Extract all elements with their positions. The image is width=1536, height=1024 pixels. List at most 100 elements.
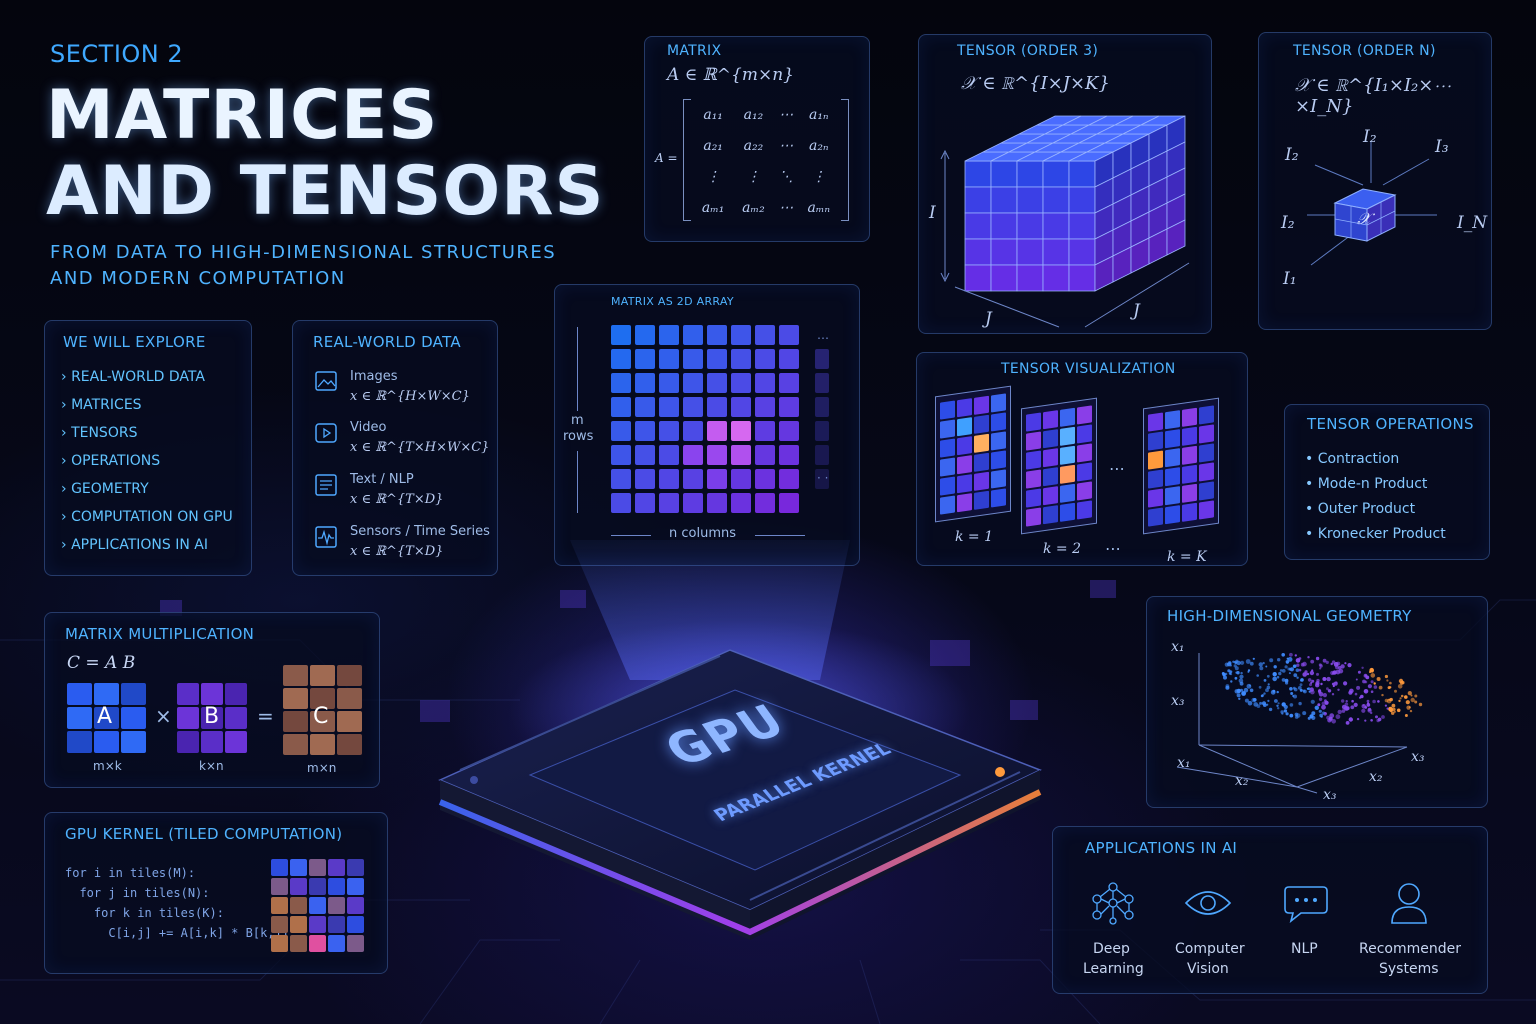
explore-item[interactable]: › GEOMETRY (61, 481, 233, 497)
axis-label: x₃ (1411, 749, 1425, 765)
cloud-point (1307, 678, 1312, 682)
array-cell (731, 445, 751, 465)
cloud-point (1345, 721, 1350, 725)
tile-cell (271, 916, 288, 933)
slice-cell (991, 431, 1006, 451)
tensor-cell (1068, 160, 1096, 188)
tensorN-label: I₃ (1435, 137, 1449, 157)
tensorops-item-label: Outer Product (1317, 501, 1416, 517)
array-cell (659, 421, 679, 441)
tile-cell (328, 878, 345, 895)
cloud-point (1300, 679, 1302, 682)
cloud-point (1283, 709, 1288, 713)
tensorops-item[interactable]: • Outer Product (1305, 501, 1416, 517)
cloud-point (1259, 701, 1263, 705)
cloud-point (1272, 676, 1277, 682)
cloud-point (1230, 680, 1233, 683)
slice-cell (1165, 486, 1180, 506)
array-cell (779, 373, 799, 393)
explore-item-label: COMPUTATION ON GPU (71, 509, 233, 525)
cloud-point (1410, 694, 1413, 697)
geometry-title: HIGH-DIMENSIONAL GEOMETRY (1167, 607, 1412, 625)
matrix-definition: A ∈ ℝ^{m×n} (667, 65, 794, 85)
explore-item[interactable]: › TENSORS (61, 425, 233, 441)
array-cell (683, 421, 703, 441)
tile-cell (290, 859, 307, 876)
cloud-point (1269, 658, 1274, 663)
tensor3-axis-j: J (985, 309, 992, 329)
cloud-point (1267, 699, 1270, 702)
tensorops-item[interactable]: • Kronecker Product (1305, 526, 1446, 542)
cloud-point (1341, 709, 1346, 713)
slice-cell (1165, 429, 1180, 449)
cloud-point (1320, 682, 1323, 686)
rows-label-m: m (571, 413, 584, 428)
cloud-point (1391, 703, 1396, 708)
cloud-point (1318, 709, 1322, 713)
slice-cell (1060, 502, 1075, 522)
tensorviz-dots: ⋯ (1105, 539, 1121, 558)
cloud-point (1404, 714, 1408, 717)
cloud-point (1366, 699, 1370, 703)
cloud-point (1373, 682, 1376, 685)
array-cell-faded (815, 421, 829, 441)
explore-item[interactable]: › MATRICES (61, 397, 233, 413)
realworld-label: Video (350, 420, 387, 435)
array-cell (683, 373, 703, 393)
geometry-panel: HIGH-DIMENSIONAL GEOMETRY x₁ x₃ x₁ x₂ x₂… (1146, 596, 1488, 808)
cloud-point (1370, 719, 1373, 722)
cloud-point (1311, 711, 1316, 716)
cloud-point (1283, 704, 1288, 710)
cloud-point (1355, 678, 1358, 681)
realworld-formula: x ∈ ℝ^{T×H×W×C} (350, 440, 490, 455)
explore-item[interactable]: › APPLICATIONS IN AI (61, 537, 233, 553)
slice-cell (1148, 431, 1163, 451)
matrix-c-cell (337, 665, 362, 686)
cloud-point (1245, 659, 1251, 664)
cloud-point (1289, 703, 1294, 707)
cloud-point (1309, 670, 1315, 676)
realworld-formula: x ∈ ℝ^{T×D} (350, 544, 444, 559)
realworld-formula: x ∈ ℝ^{T×D} (350, 492, 444, 507)
slice-cell (1060, 426, 1075, 446)
cloud-point (1331, 719, 1336, 724)
explore-item[interactable]: › COMPUTATION ON GPU (61, 509, 233, 525)
array-cell (611, 469, 631, 489)
cloud-point (1397, 684, 1403, 689)
explore-item[interactable]: › OPERATIONS (61, 453, 233, 469)
array-cell (635, 373, 655, 393)
slice-cell (1199, 462, 1214, 482)
cloud-point (1394, 689, 1397, 693)
cloud-point (1357, 670, 1361, 674)
slice-cell (957, 455, 972, 475)
matrix-title: MATRIX (667, 43, 722, 59)
array2d-panel: MATRIX AS 2D ARRAY m rows n columns ⋯ · … (554, 284, 860, 566)
array-cell (707, 421, 727, 441)
realworld-label: Text / NLP (350, 472, 414, 487)
cloud-point (1309, 714, 1314, 719)
cloud-point (1276, 675, 1280, 679)
tensorops-item[interactable]: • Mode-n Product (1305, 476, 1428, 492)
array-cell (755, 349, 775, 369)
cloud-point (1289, 687, 1293, 691)
array-cell (779, 349, 799, 369)
cloud-point (1404, 695, 1408, 699)
code-line: C[i,j] += A[i,k] * B[k,j] (65, 926, 289, 940)
tensor-cell (964, 264, 992, 292)
tensorN-diagram (1307, 141, 1437, 266)
matrix-a-cell (94, 731, 119, 753)
explore-item[interactable]: › REAL-WORLD DATA (61, 369, 233, 385)
cloud-point (1249, 661, 1254, 666)
cloud-point (1241, 691, 1246, 696)
tile-cell (271, 935, 288, 952)
slice-cell (1182, 426, 1197, 446)
matmul-equation: C = A B (67, 653, 136, 673)
cloud-point (1259, 666, 1264, 671)
array-cell (731, 349, 751, 369)
array-cell (731, 325, 751, 345)
tensorops-item[interactable]: • Contraction (1305, 451, 1400, 467)
cloud-point (1247, 700, 1253, 706)
cloud-point (1236, 660, 1241, 666)
tensorN-label: I_N (1457, 213, 1488, 233)
cloud-point (1337, 688, 1340, 691)
